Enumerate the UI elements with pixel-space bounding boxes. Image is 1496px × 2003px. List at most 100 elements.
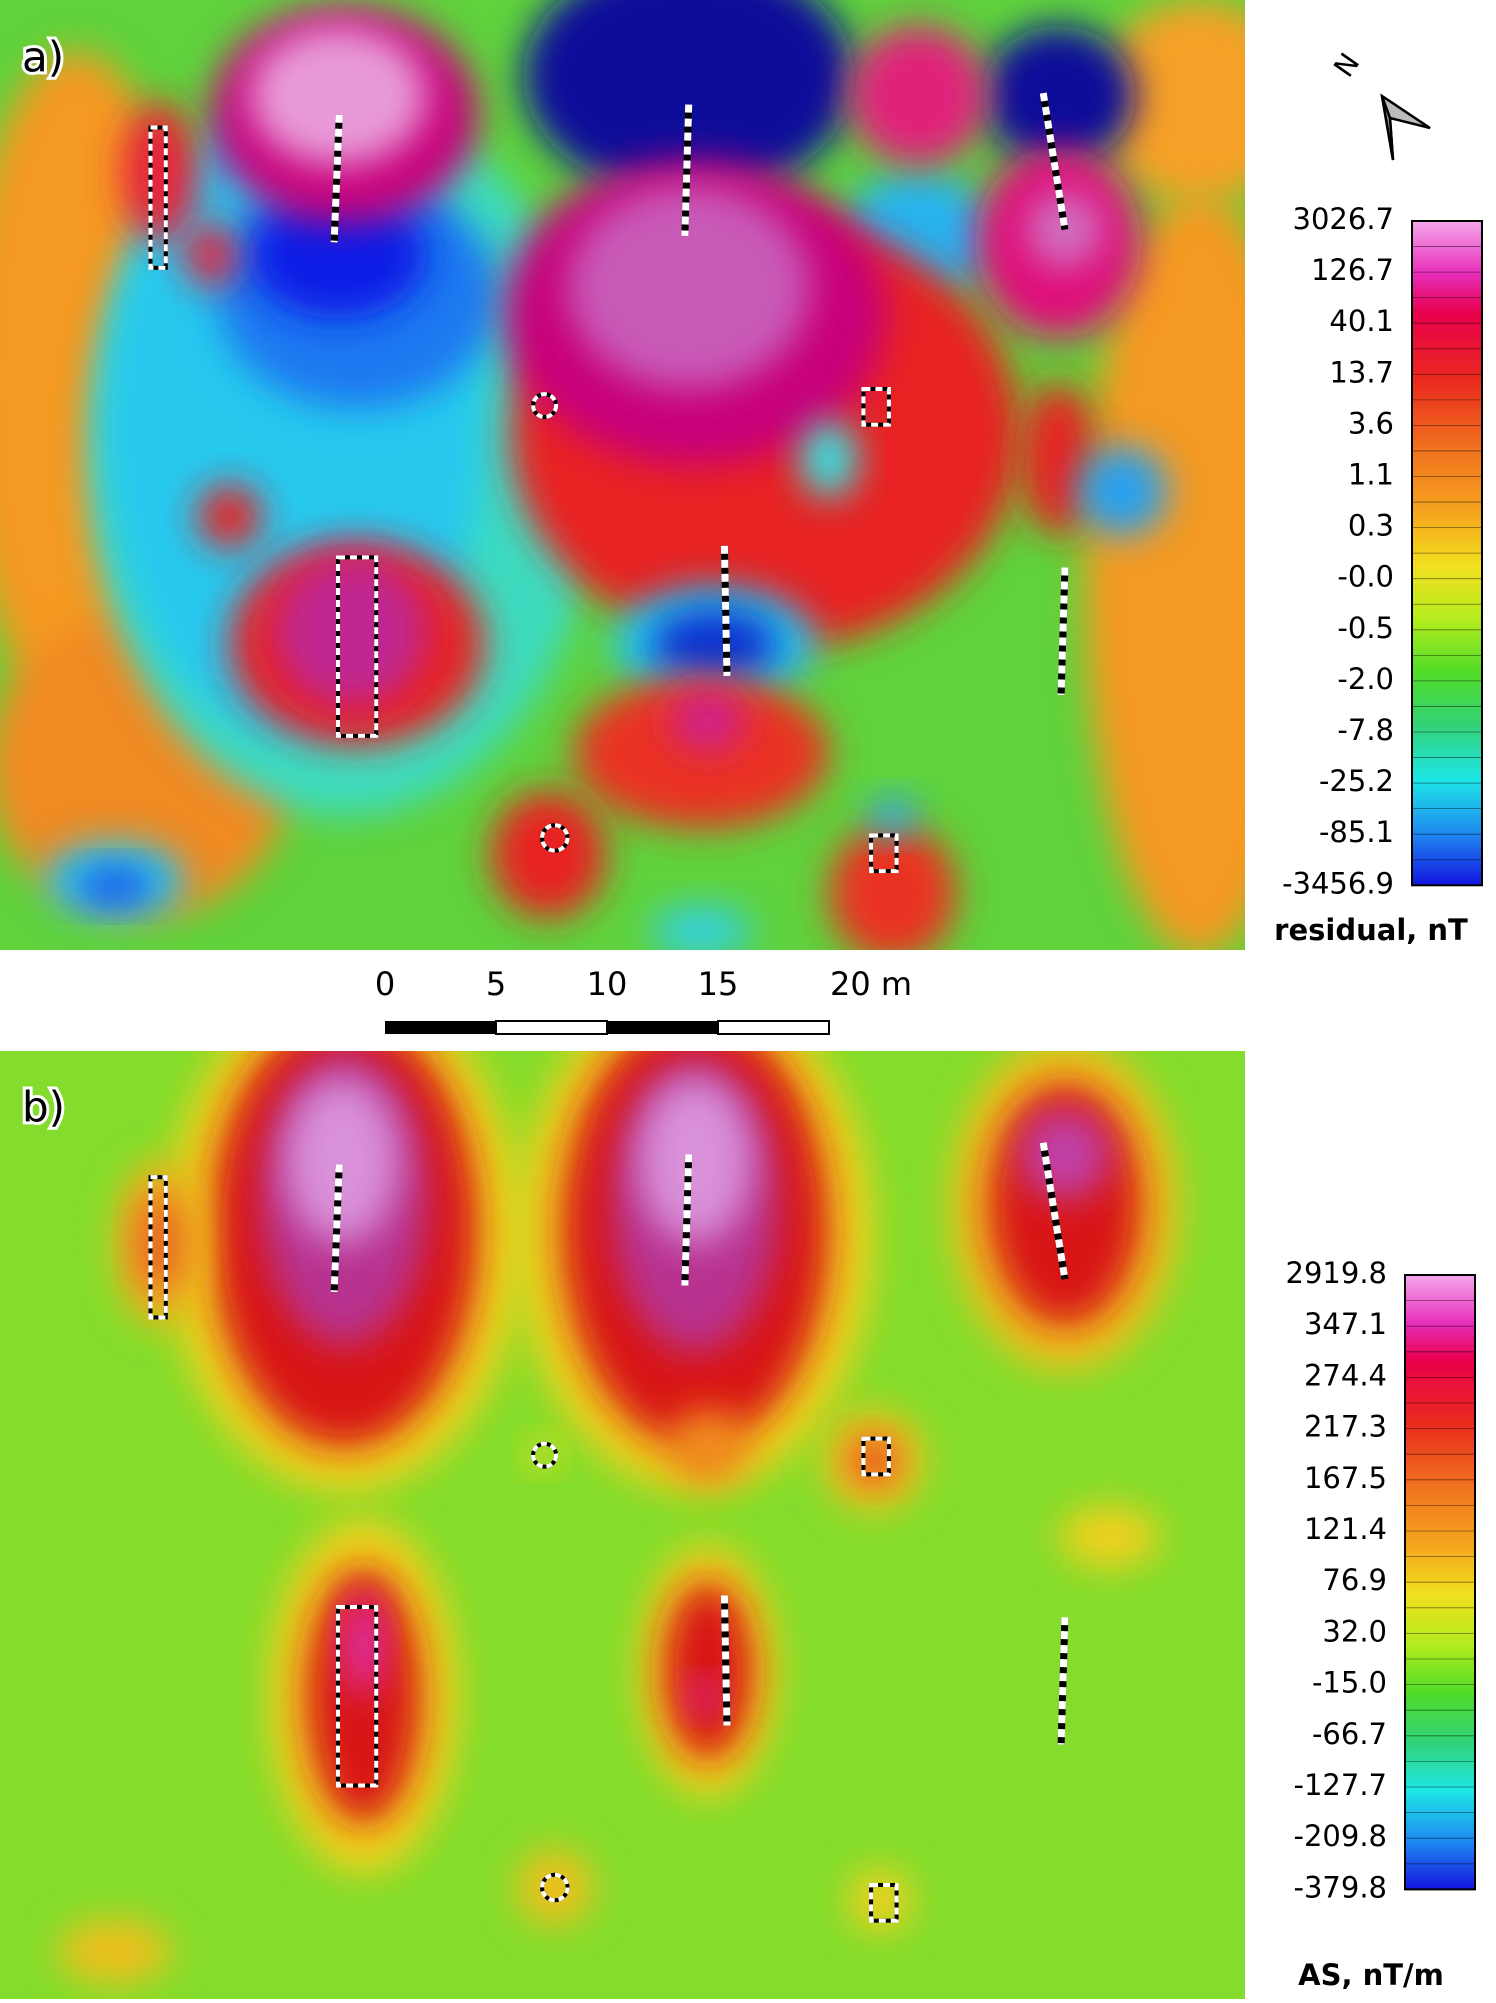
colorbar-tick-label: -379.8 [1294, 1870, 1388, 1904]
colorbar-tick-label: -25.2 [1319, 764, 1394, 798]
target-markers [148, 92, 1069, 1923]
colorbar-tick-label: 347.1 [1304, 1307, 1387, 1341]
colorbar-tick-label: 32.0 [1322, 1614, 1387, 1648]
anomaly [650, 608, 778, 680]
anomaly [1084, 191, 1245, 950]
anomaly [1058, 1504, 1161, 1569]
colorbar-tick-label: 3026.7 [1293, 202, 1394, 236]
marker-box [148, 1175, 168, 1320]
marker-box [861, 386, 891, 427]
colorbar-tick-label: 1.1 [1348, 458, 1394, 492]
anomaly [650, 905, 753, 950]
colorbar-tick-label: 3.6 [1348, 406, 1394, 440]
anomaly [516, 1849, 594, 1926]
colorbar-tick-label: -3456.9 [1282, 866, 1394, 900]
colorbars: 3026.7 126.7 40.1 13.7 3.6 1.1 0.3 -0.0 -0.5 -2.0… [1274, 202, 1483, 1992]
marker-line [1039, 92, 1069, 231]
colorbar-tick-label: -15.0 [1312, 1666, 1387, 1700]
colorbar-tick-label: -2.0 [1337, 662, 1394, 696]
marker-line [720, 545, 731, 677]
anomaly [1096, 0, 1245, 205]
anomaly [522, 0, 855, 198]
anomaly [136, 1192, 183, 1295]
anomaly [121, 102, 198, 243]
marker-box [335, 1604, 379, 1788]
marker-box [148, 125, 168, 270]
anomaly [248, 25, 428, 166]
marker-line [1057, 1617, 1069, 1745]
anomaly [1020, 382, 1097, 536]
anomaly [197, 484, 262, 549]
marker-line [720, 1595, 731, 1726]
colorbar-tick-label: 126.7 [1311, 253, 1394, 287]
colorbar-title: AS, nT/m [1298, 1958, 1444, 1992]
anomaly [669, 688, 747, 753]
colorbar-tick-label: -85.1 [1319, 815, 1394, 849]
panel-label: a) [22, 33, 64, 82]
anomaly [1077, 446, 1167, 536]
residual-map [0, 0, 1245, 950]
colorbar-tick-label: -127.7 [1294, 1768, 1388, 1802]
scale-label: 10 [587, 965, 628, 1003]
anomaly [274, 554, 428, 708]
marker-box [861, 1436, 891, 1477]
marker-line [1039, 1142, 1069, 1280]
anomaly [848, 25, 989, 166]
colorbar-tick-label: -66.7 [1312, 1717, 1387, 1751]
panel-label: b) [22, 1083, 65, 1132]
scale-label: 5 [486, 965, 506, 1003]
colorbar-tick-label: 167.5 [1304, 1461, 1387, 1495]
anomaly [184, 223, 236, 287]
anomaly [573, 675, 829, 829]
scale-label: 0 [375, 965, 395, 1003]
colorbar-tick-label: 217.3 [1304, 1410, 1387, 1444]
north-arrow: N [1327, 47, 1431, 161]
anomaly [567, 184, 810, 389]
colorbar-tick-label: -7.8 [1337, 713, 1394, 747]
marker-box [869, 1882, 899, 1923]
anomaly [867, 797, 919, 836]
scale-label: 20 m [830, 965, 912, 1003]
marker-ring [531, 392, 559, 420]
colorbar-tick-label: 76.9 [1322, 1563, 1387, 1597]
colorbar-tick-label: -0.5 [1337, 611, 1394, 645]
anomaly [284, 1077, 400, 1244]
marker-line [330, 1164, 343, 1293]
marker-box [869, 833, 899, 874]
anomaly [800, 420, 858, 498]
marker-line [681, 1154, 693, 1286]
as-map [0, 1051, 1245, 1999]
anomaly [57, 1919, 173, 1984]
marker-ring [531, 1441, 559, 1469]
marker-line [330, 114, 343, 243]
anomaly [688, 1680, 720, 1712]
north-label: N [1327, 47, 1366, 83]
marker-ring [540, 823, 570, 853]
colorbar-tick-label: 2919.8 [1286, 1256, 1387, 1290]
colorbar-tick-label: -0.0 [1337, 560, 1394, 594]
anomaly [76, 867, 154, 906]
colorbar-tick-label: 40.1 [1329, 304, 1394, 338]
marker-box [335, 555, 379, 738]
scale-bar: 0 5 10 15 20 m [375, 965, 912, 1035]
anomaly [1020, 1109, 1110, 1199]
anomaly [306, 1568, 421, 1824]
colorbar-tick-label: 274.4 [1304, 1358, 1387, 1392]
anomaly [829, 822, 957, 950]
anomaly [344, 1594, 383, 1697]
colorbar-title: residual, nT [1274, 913, 1468, 947]
colorbar-tick-label: 13.7 [1329, 355, 1394, 389]
anomaly [637, 1077, 753, 1244]
colorbar-tick-label: 121.4 [1304, 1512, 1387, 1546]
marker-line [1057, 567, 1069, 696]
anomaly [982, 25, 1136, 166]
colorbar-tick-label: 0.3 [1348, 509, 1394, 543]
anomaly [248, 191, 428, 319]
marker-line [681, 104, 693, 237]
colorbar-tick-label: -209.8 [1294, 1819, 1388, 1853]
anomaly [663, 1581, 753, 1760]
anomaly [669, 1409, 747, 1486]
marker-ring [540, 1872, 570, 1903]
scale-label: 15 [698, 965, 739, 1003]
